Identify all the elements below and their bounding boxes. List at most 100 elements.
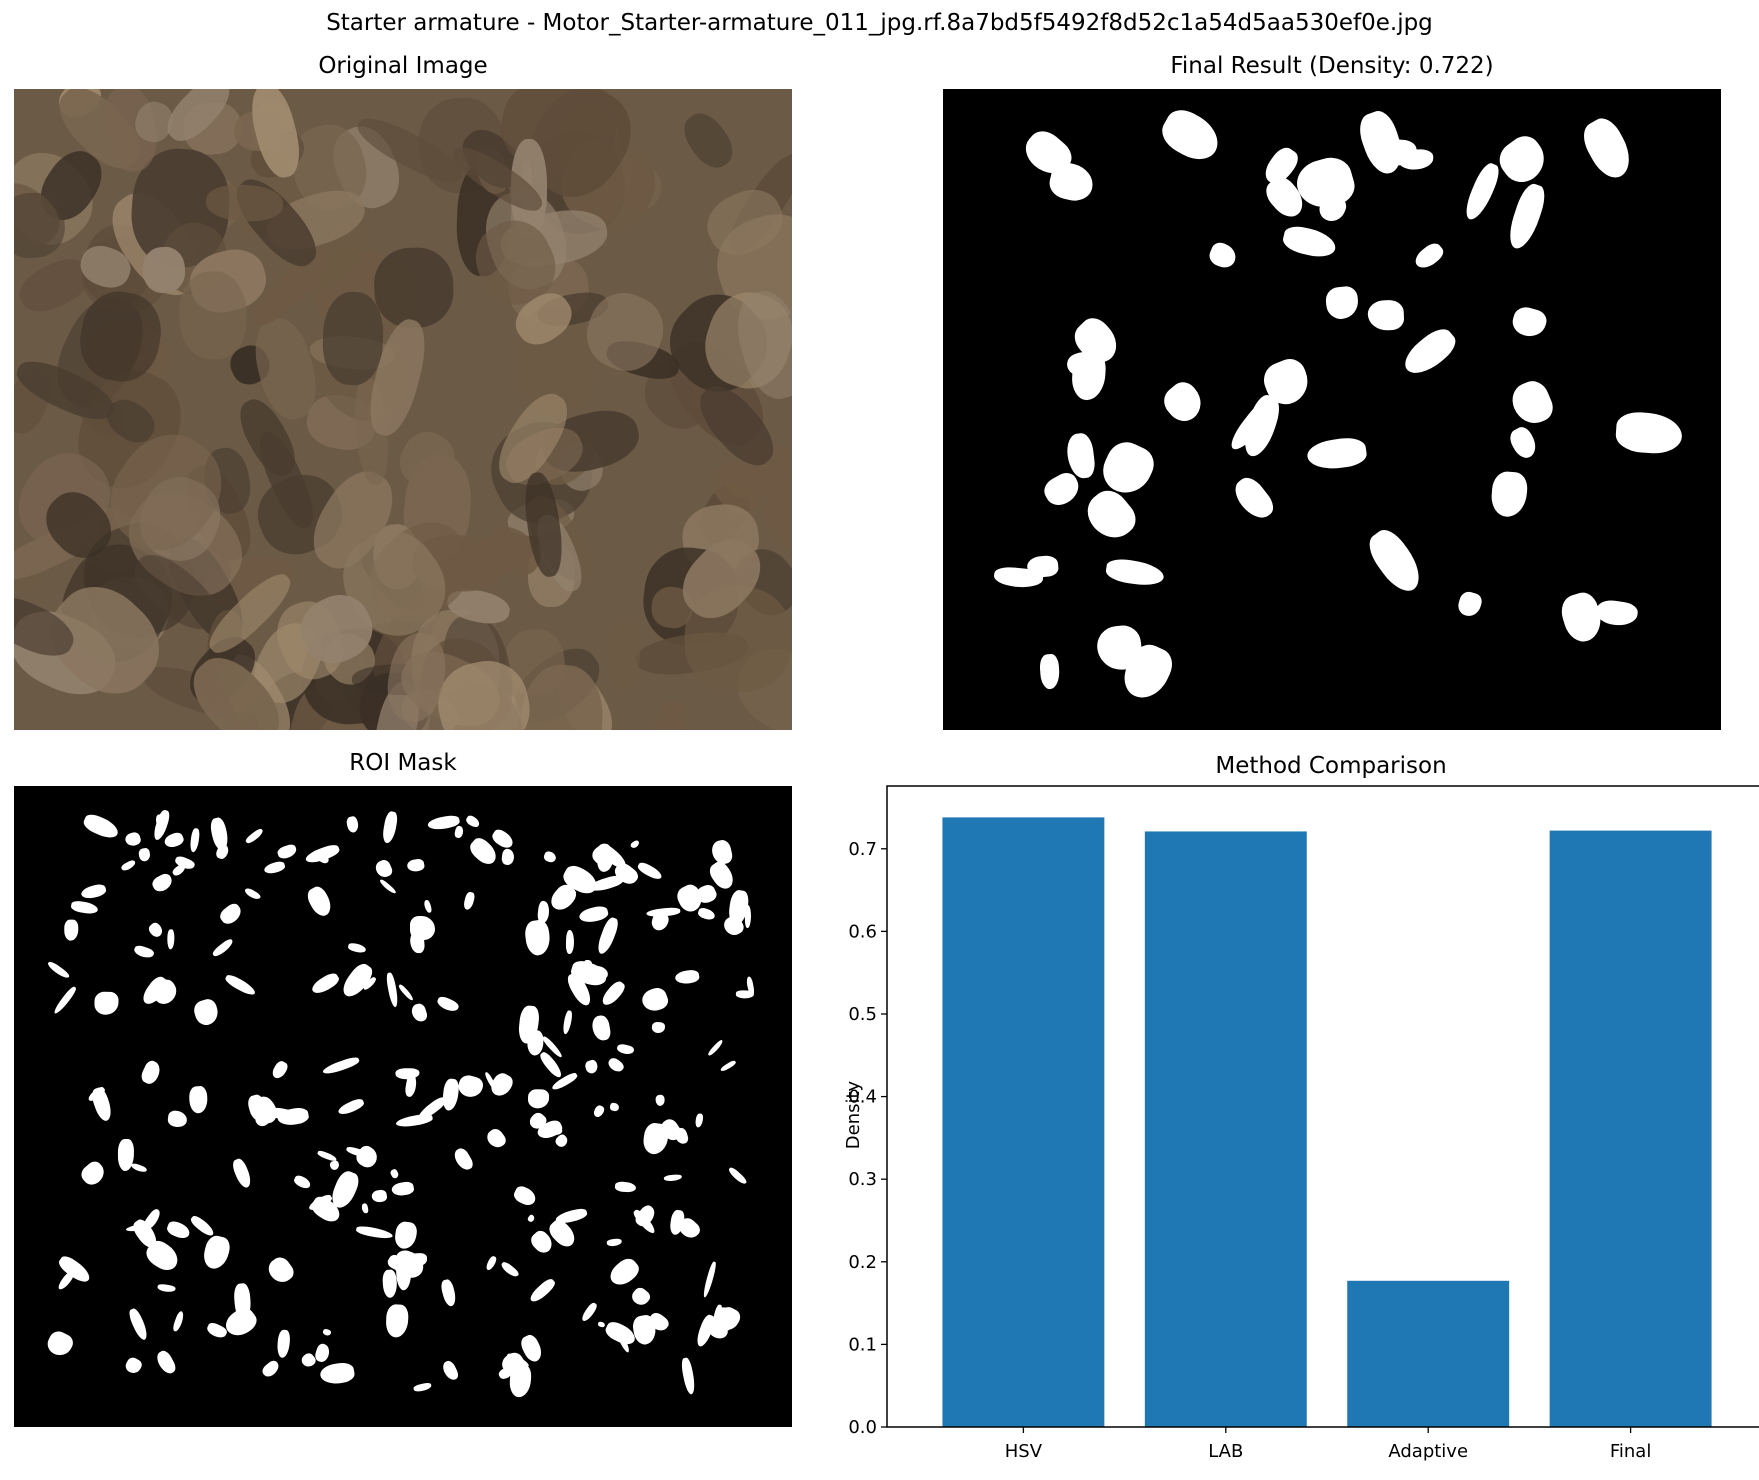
mask-region [440, 1359, 461, 1383]
mask-region [265, 1254, 298, 1288]
mask-region [719, 1059, 737, 1073]
mask-region [526, 1213, 537, 1224]
mask-region [501, 848, 516, 866]
mask-region [172, 1310, 187, 1333]
y-tick-label: 0.2 [848, 1252, 877, 1273]
mask-region [210, 937, 235, 959]
figure-suptitle: Starter armature - Motor_Starter-armatur… [326, 10, 1433, 36]
photo-texture [321, 290, 385, 386]
photo-texture [178, 269, 249, 361]
mask-region [189, 1085, 209, 1114]
mask-region [81, 811, 122, 842]
mask-region [304, 883, 336, 919]
y-tick-label: 0.1 [848, 1334, 877, 1355]
mask-region [78, 1158, 109, 1189]
plot-frame [886, 785, 1759, 1428]
mask-region [1155, 103, 1226, 168]
original-image [14, 89, 792, 730]
photo-texture [651, 697, 690, 730]
mask-region [276, 843, 299, 861]
mask-region [385, 1304, 409, 1339]
y-tick-label: 0.0 [848, 1417, 877, 1438]
mask-region [462, 891, 476, 911]
mask-region [137, 847, 152, 862]
mask-region [150, 871, 176, 895]
mask-region [229, 1156, 254, 1190]
mask-region [321, 1054, 361, 1077]
mask-region [1506, 423, 1541, 462]
mask-region [606, 1238, 622, 1247]
mask-region [536, 900, 550, 924]
mask-region [409, 1002, 429, 1024]
mask-region [138, 1058, 163, 1087]
mask-region [587, 964, 609, 981]
mask-region [554, 1206, 589, 1226]
mask-region [328, 1159, 340, 1171]
mask-region [46, 960, 72, 981]
y-tick-label: 0.4 [848, 1087, 877, 1108]
mask-region [123, 1355, 145, 1377]
mask-region [262, 860, 286, 877]
mask-region [269, 1058, 290, 1081]
mask-region [397, 983, 415, 1003]
mask-region [292, 1173, 312, 1190]
mask-region [706, 1039, 725, 1058]
mask-region [244, 826, 265, 845]
mask-region [371, 1188, 388, 1204]
mask-region [1038, 653, 1061, 690]
mask-region [322, 1327, 332, 1337]
mask-region [453, 825, 465, 840]
mask-region [1509, 304, 1549, 342]
mask-region [390, 1180, 415, 1197]
mask-region [412, 1382, 432, 1393]
mask-region [316, 1149, 338, 1163]
mask-region [44, 1328, 76, 1360]
mask-region [629, 839, 641, 850]
mask-region [1304, 434, 1368, 472]
mask-region [130, 1162, 148, 1174]
roi-mask-title: ROI Mask [349, 750, 457, 776]
mask-region [456, 1073, 485, 1101]
mask-region [1576, 112, 1639, 185]
mask-region [167, 929, 175, 950]
mask-region [663, 1174, 682, 1182]
mask-region [542, 850, 558, 864]
mask-region [277, 1329, 291, 1359]
mask-region [595, 915, 621, 956]
mask-region [373, 857, 395, 880]
mask-region [434, 994, 460, 1015]
mask-region [726, 1166, 748, 1187]
mask-region [409, 1253, 427, 1267]
mask-region [527, 1275, 558, 1305]
x-tick-label: Adaptive [1388, 1441, 1468, 1462]
mask-region [119, 859, 137, 873]
mask-region [579, 1300, 599, 1323]
mask-region [1461, 160, 1504, 224]
mask-region [191, 996, 221, 1028]
mask-region [500, 1260, 521, 1280]
mask-region [1206, 239, 1240, 271]
mask-region [1078, 483, 1142, 548]
mask-region [423, 899, 433, 914]
mask-region [337, 1097, 366, 1118]
mask-region [591, 1014, 612, 1043]
mask-region [388, 1168, 400, 1180]
mask-region [346, 815, 360, 834]
mask-region [1105, 557, 1166, 588]
photo-texture [141, 246, 186, 295]
mask-region [694, 1113, 705, 1129]
final-result-title: Final Result (Density: 0.722) [1170, 53, 1494, 79]
mask-region [224, 972, 258, 997]
mask-region [645, 905, 681, 918]
mask-region [1595, 598, 1640, 628]
mask-region [527, 1089, 550, 1109]
mask-region [1158, 377, 1210, 429]
mask-region [64, 919, 79, 941]
mask-region [126, 1307, 150, 1342]
mask-region [385, 972, 400, 1009]
mask-region [70, 899, 100, 916]
mask-region [553, 1132, 570, 1150]
mask-region [1398, 322, 1462, 382]
mask-region [485, 1255, 498, 1272]
mask-region [511, 1183, 539, 1208]
